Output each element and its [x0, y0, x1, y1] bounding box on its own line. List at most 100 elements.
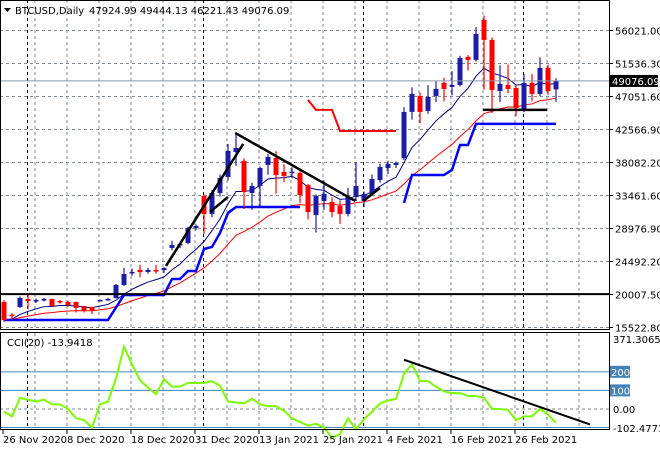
bear-candle — [81, 305, 87, 311]
bear-candle — [329, 201, 335, 212]
y-tick-label: 56021.00 — [615, 27, 660, 38]
ohlc-readout: 47924.99 49444.13 46221.43 49076.09 — [89, 6, 289, 17]
bear-candle — [441, 82, 447, 89]
bull-candle — [321, 193, 327, 201]
y-tick-label: 20007.50 — [615, 291, 660, 302]
y-tick-label: 38082.20 — [615, 159, 660, 170]
bull-candle — [449, 84, 455, 87]
x-tick-label: 26 Nov 2020 — [3, 435, 67, 446]
bull-candle — [185, 227, 191, 243]
trendline — [209, 195, 229, 213]
bull-candle — [17, 297, 23, 307]
bear-candle — [513, 87, 519, 108]
triangle-down-icon[interactable] — [4, 8, 11, 12]
bear-candle — [49, 298, 55, 306]
candles — [1, 15, 559, 323]
bear-candle — [73, 301, 79, 308]
bull-candle — [257, 167, 263, 186]
cci-tick-label: 371.3065 — [613, 335, 660, 346]
bear-candle — [65, 301, 71, 305]
x-tick-label: 16 Feb 2021 — [451, 435, 513, 446]
bull-candle — [233, 147, 239, 152]
bear-candle — [273, 157, 279, 175]
bull-candle — [209, 192, 215, 214]
y-tick-label: 28976.90 — [615, 225, 660, 236]
bear-candle — [9, 314, 15, 317]
trendline — [362, 186, 381, 202]
bull-candle — [313, 195, 319, 215]
y-tick-label: 24492.20 — [615, 258, 660, 269]
bull-candle — [377, 166, 383, 180]
bull-candle — [393, 162, 399, 165]
cci-tick-label: -102.4771 — [613, 424, 660, 435]
bull-candle — [289, 171, 295, 174]
bull-candle — [345, 196, 351, 214]
cci-trendline — [403, 358, 591, 426]
cci-tick-label: 200 — [611, 368, 630, 379]
x-tick-label: 26 Feb 2021 — [515, 435, 577, 446]
bull-candle — [409, 93, 415, 112]
y-tick-label: 51536.30 — [615, 60, 660, 71]
cci-tick-label: 100 — [611, 386, 630, 397]
bull-candle — [425, 96, 431, 111]
x-tick-label: 4 Feb 2021 — [387, 435, 443, 446]
bull-candle — [433, 88, 439, 96]
cci-pane-frame — [0, 332, 610, 430]
bear-candle — [25, 298, 31, 301]
bull-candle — [217, 177, 223, 193]
cci-level-badge — [610, 365, 630, 378]
bear-candle — [153, 269, 159, 272]
bear-candle — [465, 56, 471, 60]
bear-candle — [241, 160, 247, 192]
y-tick-label: 42566.90 — [615, 126, 660, 137]
bear-candle — [281, 171, 287, 176]
bull-candle — [553, 80, 559, 90]
bull-candle — [385, 163, 391, 168]
bull-candle — [41, 298, 47, 301]
bear-candle — [1, 301, 7, 320]
bear-candle — [57, 300, 63, 303]
bull-candle — [249, 185, 255, 193]
cci-label: CCI(20) -13.9418 — [7, 338, 93, 349]
y-tick-label: 47051.60 — [615, 93, 660, 104]
cci-pane — [0, 343, 609, 439]
bear-candle — [417, 95, 423, 112]
trendline — [234, 131, 356, 203]
cci-level-badge — [610, 384, 630, 397]
indicators — [3, 67, 557, 322]
bear-candle — [529, 82, 535, 94]
bull-candle — [129, 271, 135, 274]
y-tick-label: 15522.80 — [615, 324, 660, 335]
bull-candle — [265, 156, 271, 165]
bull-candle — [121, 273, 127, 285]
bear-candle — [337, 205, 343, 214]
x-tick-label: 8 Dec 2020 — [67, 435, 125, 446]
bull-candle — [161, 267, 167, 270]
bull-candle — [113, 284, 119, 298]
bull-candle — [33, 299, 39, 302]
channel-low-line — [4, 205, 300, 322]
bear-candle — [89, 306, 95, 310]
grid — [0, 0, 609, 430]
current-price-badge — [610, 74, 658, 87]
overlay-lines — [0, 80, 609, 296]
bear-candle — [505, 84, 511, 89]
cci-line — [3, 343, 557, 439]
cci-tick-label: 0.00 — [613, 405, 635, 416]
bear-candle — [305, 184, 311, 212]
bull-candle — [353, 185, 359, 197]
channel-high-line — [307, 99, 396, 132]
x-tick-label: 25 Jan 2021 — [323, 435, 383, 446]
bull-candle — [361, 193, 367, 201]
bull-candle — [97, 299, 103, 302]
x-tick-label: 31 Dec 2020 — [195, 435, 259, 446]
symbol-timeframe: BTCUSD,Daily — [15, 6, 84, 17]
bull-candle — [473, 33, 479, 60]
bull-candle — [225, 150, 231, 177]
ma-slow-line — [3, 97, 557, 321]
x-tick-label: 13 Jan 2021 — [259, 435, 319, 446]
bear-candle — [481, 19, 487, 40]
channel-low-line — [402, 122, 556, 204]
